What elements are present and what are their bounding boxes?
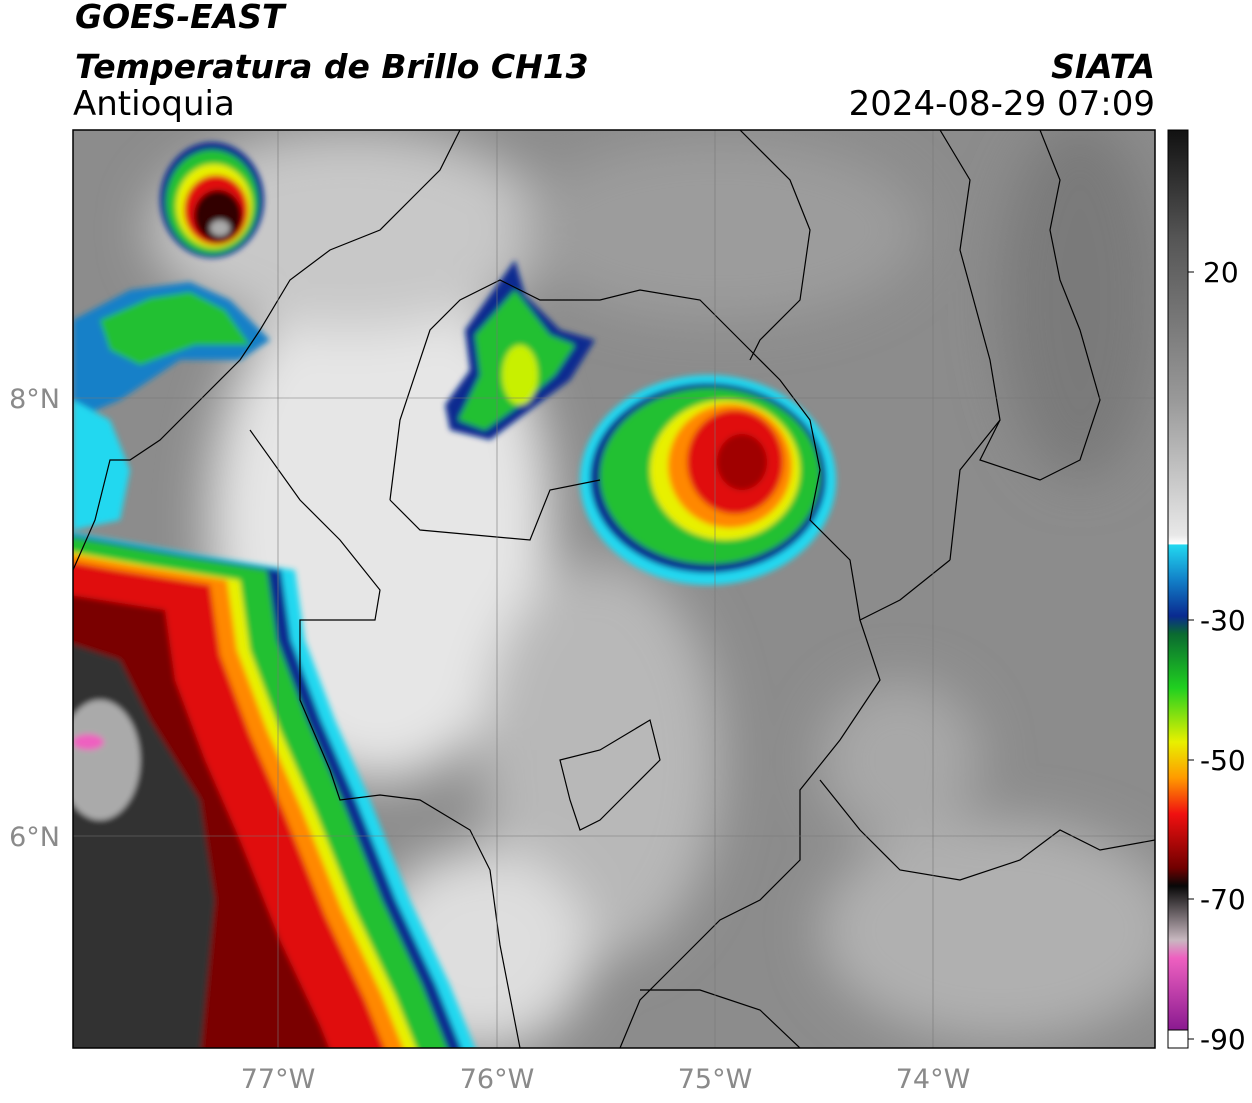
satellite: GOES-EAST bbox=[75, 0, 287, 36]
colorbar-tick: -70 bbox=[1200, 883, 1246, 916]
boundaries bbox=[73, 130, 1155, 1048]
lat-label: 6°N bbox=[9, 822, 60, 853]
colorbar-extension bbox=[1167, 1029, 1189, 1049]
colorbar-tick: -50 bbox=[1200, 744, 1246, 777]
storm-west bbox=[73, 532, 476, 1048]
lon-label: 77°W bbox=[241, 1064, 316, 1095]
header: GOES-EAST Temperatura de Brillo CH13 Ant… bbox=[73, 0, 1155, 124]
map-frame bbox=[72, 129, 1156, 1049]
storm-central bbox=[580, 375, 836, 585]
region: Antioquia bbox=[73, 84, 235, 124]
storm-north bbox=[445, 260, 595, 440]
storm-northwest bbox=[73, 142, 270, 530]
lon-label: 75°W bbox=[678, 1064, 753, 1095]
lon-label: 76°W bbox=[460, 1064, 535, 1095]
product: Temperatura de Brillo CH13 bbox=[75, 47, 589, 86]
map-labels: 8°N 6°N 77°W 76°W 75°W 74°W bbox=[9, 384, 970, 1095]
lat-label: 8°N bbox=[9, 384, 60, 415]
colorbar-scale bbox=[1168, 130, 1188, 1030]
colorbar-tick: -30 bbox=[1200, 604, 1246, 637]
colorbar-tick: 20 bbox=[1203, 256, 1239, 289]
colorbar: 20 -30 -50 -70 -90 bbox=[1167, 129, 1246, 1056]
lon-label: 74°W bbox=[896, 1064, 971, 1095]
agency: SIATA bbox=[1051, 47, 1155, 86]
colorbar-tick: -90 bbox=[1200, 1023, 1246, 1056]
colorbar-frame bbox=[1167, 129, 1189, 1049]
datetime: 2024-08-29 07:09 bbox=[849, 84, 1155, 124]
graticule bbox=[73, 130, 1155, 1048]
satellite-image bbox=[73, 130, 1155, 1048]
